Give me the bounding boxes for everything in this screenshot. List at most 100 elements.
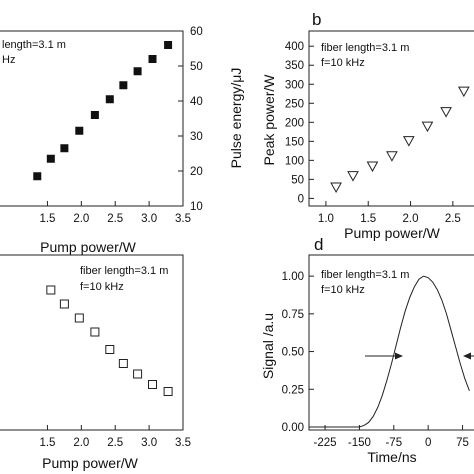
panel-d-letter: d: [314, 235, 323, 254]
panel-a-x-tick-label: 1.5: [39, 213, 55, 225]
panel-a-point: [90, 111, 99, 119]
panel-d-annotation-2: f=10 kHz: [321, 284, 365, 296]
panel-b-x-tick-label: 1.5: [360, 213, 376, 225]
panel-d-fwhm-arrows: [365, 352, 474, 360]
panel-d-x-tick-label: 75: [456, 437, 469, 449]
panel-b-y-tick-label: 0: [298, 193, 304, 205]
panel-d-y-tick-label: 0.50: [282, 347, 304, 359]
panel-a-x-tick-label: 2.5: [107, 213, 123, 225]
panel-c-point: [148, 380, 157, 389]
panel-a-point: [164, 41, 173, 49]
panel-c-point: [118, 359, 128, 368]
panel-b-y-tick-label: 350: [285, 60, 304, 72]
panel-d-x-tick-label: -75: [385, 437, 402, 449]
panel-b-y-tick-label: 50: [291, 174, 304, 186]
panel-d-x-tick-label: 0: [425, 437, 431, 449]
panel-b-point: [366, 161, 379, 173]
panel-a-point: [133, 67, 142, 76]
panel-b-annotation-2: f=10 kHz: [321, 57, 365, 69]
panel-d-y-tick-label: 0.75: [282, 309, 304, 321]
panel-d-y-tick-label: 0.00: [282, 422, 304, 434]
panel-a-x-ticks: 1.5 2.0 2.5 3.0 3.5: [39, 201, 191, 225]
panel-c-annotation-2: f=10 kHz: [80, 281, 124, 293]
panel-b-letter: b: [312, 10, 321, 29]
panel-c-x-ticks: 1.5 2.0 2.5 3.0 3.5: [39, 425, 191, 449]
panel-a-point: [46, 154, 55, 163]
panel-b-y-tick-label: 250: [285, 98, 304, 110]
panel-a-annotation-1: length=3.1 m: [2, 39, 66, 51]
panel-a-x-tick-label: 3.0: [141, 213, 157, 225]
panel-b-y-axis-label: Peak power/W: [261, 74, 277, 166]
panel-c-point: [46, 285, 56, 295]
panel-d-x-axis-label: Time/ns: [367, 449, 416, 465]
panel-d-y-ticks: 0.00 0.25 0.50 0.75 1.00: [282, 271, 314, 434]
panel-c-x-tick-label: 3.5: [175, 437, 191, 449]
panel-a-point: [119, 81, 128, 90]
panel-d-x-tick-label: -225: [314, 437, 337, 449]
panel-a-frame: [0, 30, 184, 207]
panel-d-y-axis-label: Signal /a.u: [260, 313, 276, 379]
panel-b-x-axis-label: Pump power/W: [344, 225, 440, 241]
panel-d-y-tick-label: 1.00: [282, 271, 304, 283]
panel-b-frame: [308, 30, 474, 207]
panel-b-point: [457, 86, 470, 98]
panel-d-x-ticks: -225 -150 -75 0 75: [314, 425, 469, 449]
panel-c-x-tick-label: 2.0: [73, 437, 89, 449]
panel-a-y-ticks: 10 20 30 40 50 60: [178, 26, 203, 213]
panel-a: 1.5 2.0 2.5 3.0 3.5 10 20 30 40 50 60 length=3.1 …: [0, 26, 244, 255]
panel-c: 1.5 2.0 2.5 3.0 3.5 fiber length=3.1 m f=10 …: [0, 254, 191, 471]
panel-a-y-tick-label: 30: [190, 131, 203, 143]
panel-a-point: [75, 126, 84, 135]
panel-a-x-axis-label: Pump power/W: [40, 239, 136, 255]
panel-b-y-tick-label: 400: [285, 41, 304, 53]
panel-c-point: [163, 387, 173, 396]
panel-b-x-tick-label: 1.0: [318, 213, 334, 225]
panel-d-x-tick-label: -150: [348, 437, 371, 449]
panel-a-y-tick-label: 40: [190, 96, 203, 108]
panel-b-point: [347, 171, 359, 182]
panel-a-y-tick-label: 50: [190, 61, 203, 73]
panel-d-annotation-1: fiber length=3.1 m: [321, 269, 409, 281]
panel-c-point: [90, 327, 100, 337]
panel-c-point: [133, 369, 143, 379]
panel-d-pulse-curve: [309, 275, 470, 428]
panel-a-y-tick-label: 60: [190, 26, 203, 38]
panel-a-y-tick-label: 10: [190, 201, 203, 213]
panel-a-point: [33, 172, 42, 181]
panel-b-x-ticks: 1.0 1.5 2.0 2.5: [318, 201, 461, 225]
panel-c-point: [105, 345, 115, 354]
panel-c-marks: [46, 285, 173, 396]
panel-b-point: [421, 121, 434, 133]
panel-d-y-tick-label: 0.25: [282, 384, 304, 396]
panel-a-point: [105, 95, 114, 104]
panel-a-point: [60, 144, 69, 153]
panel-a-annotation-2: Hz: [2, 54, 15, 66]
panel-a-x-tick-label: 3.5: [175, 213, 191, 225]
panel-b-annotation-1: fiber length=3.1 m: [321, 42, 409, 54]
panel-a-y-axis-label: Pulse energy/μJ: [228, 68, 244, 169]
panel-b-point: [440, 107, 452, 118]
panel-b-y-tick-label: 100: [285, 155, 304, 167]
panel-b-x-tick-label: 2.5: [445, 213, 461, 225]
panel-a-x-tick-label: 2.0: [73, 213, 89, 225]
panel-a-y-tick-label: 20: [190, 166, 203, 178]
panel-c-x-tick-label: 3.0: [141, 437, 157, 449]
panel-b-y-ticks: 0 50 100 150 200 250 300 350 400: [285, 41, 314, 205]
panel-c-point: [59, 299, 69, 309]
panel-b-y-tick-label: 300: [285, 79, 304, 91]
panel-b-point: [330, 182, 342, 194]
panel-b-x-tick-label: 2.0: [403, 213, 419, 225]
panel-d-frame: [308, 254, 474, 431]
panel-c-x-axis-label: Pump power/W: [42, 455, 138, 471]
panel-a-marks: [33, 41, 173, 181]
panel-c-x-tick-label: 2.5: [107, 437, 123, 449]
panel-b-point: [386, 151, 398, 162]
panel-b-y-tick-label: 200: [285, 117, 304, 129]
panel-b-marks: [330, 86, 470, 194]
panel-a-point: [148, 55, 157, 63]
panel-c-frame: [0, 254, 184, 431]
panel-b-y-tick-label: 150: [285, 136, 304, 148]
panel-c-annotation-1: fiber length=3.1 m: [80, 265, 168, 277]
